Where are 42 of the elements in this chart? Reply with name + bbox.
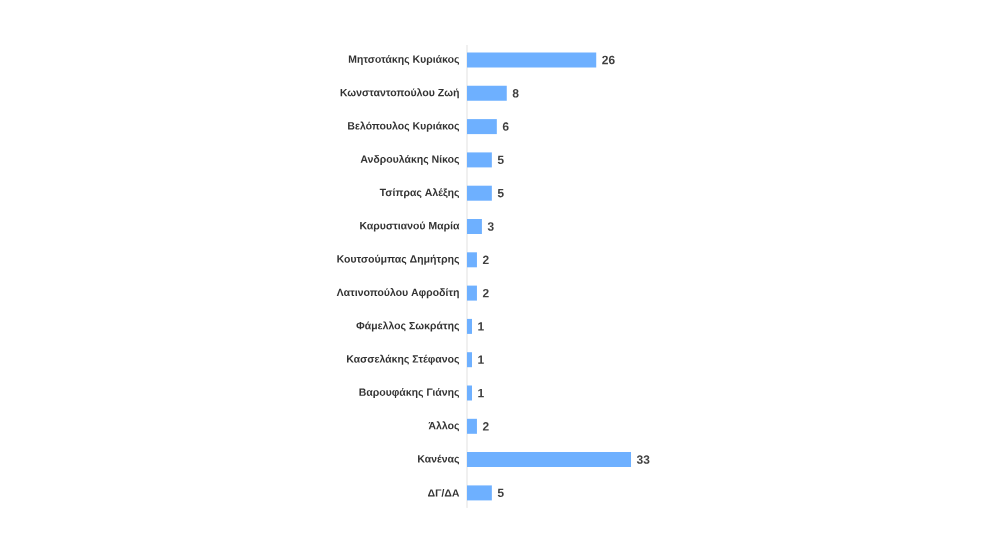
y-tick-label: Κασσελάκης Στέφανος — [346, 354, 460, 365]
data-label: 26 — [602, 55, 615, 65]
bar — [467, 219, 482, 234]
bar — [467, 418, 477, 434]
data-label: 1 — [478, 355, 484, 364]
y-tick-label: Άλλος — [428, 421, 460, 432]
y-tick-label: Βελόπουλος Κυριάκος — [348, 121, 460, 132]
data-label: 2 — [482, 422, 489, 431]
data-label: 1 — [478, 388, 484, 398]
y-tick-label: Τσίπρας Αλέξης — [379, 188, 460, 199]
bar — [467, 52, 597, 68]
bar — [467, 452, 632, 468]
y-tick-label: Καρυστιανού Μαρία — [360, 221, 460, 232]
y-tick-label: Κανένας — [418, 454, 460, 465]
y-tick-label: Φάμελλος Σωκράτης — [356, 321, 460, 332]
bar — [467, 318, 472, 334]
y-tick-label: Κουτσούμπας Δημήτρης — [337, 254, 460, 265]
y-tick-label: Μητσοτάκης Κυριάκος — [348, 55, 460, 65]
data-label: 33 — [636, 455, 650, 464]
y-tick-label: Κωνσταντοπούλου Ζωή — [340, 88, 459, 99]
data-label: 8 — [512, 89, 519, 98]
bar — [467, 385, 472, 401]
bar — [467, 152, 492, 168]
data-label: 5 — [497, 189, 504, 198]
bar — [467, 352, 472, 368]
bar — [467, 252, 477, 268]
data-label: 1 — [478, 322, 484, 331]
data-label: 5 — [497, 155, 504, 165]
y-tick-label: Λατινοπούλου Αφροδίτη — [336, 288, 459, 299]
bar — [467, 85, 507, 101]
y-tick-label: ΔΓ/ΔΑ — [427, 489, 460, 497]
bar — [467, 119, 497, 135]
bar — [467, 185, 492, 201]
bar — [467, 285, 477, 301]
y-tick-label: Ανδρουλάκης Νίκος — [360, 154, 460, 165]
y-tick-label: Βαρουφάκης Γιάνης — [359, 388, 460, 398]
data-label: 2 — [482, 255, 489, 264]
data-label: 5 — [497, 488, 504, 498]
data-label: 3 — [487, 222, 494, 231]
data-label: 6 — [502, 122, 509, 131]
data-label: 2 — [482, 288, 489, 298]
bar — [467, 485, 492, 501]
